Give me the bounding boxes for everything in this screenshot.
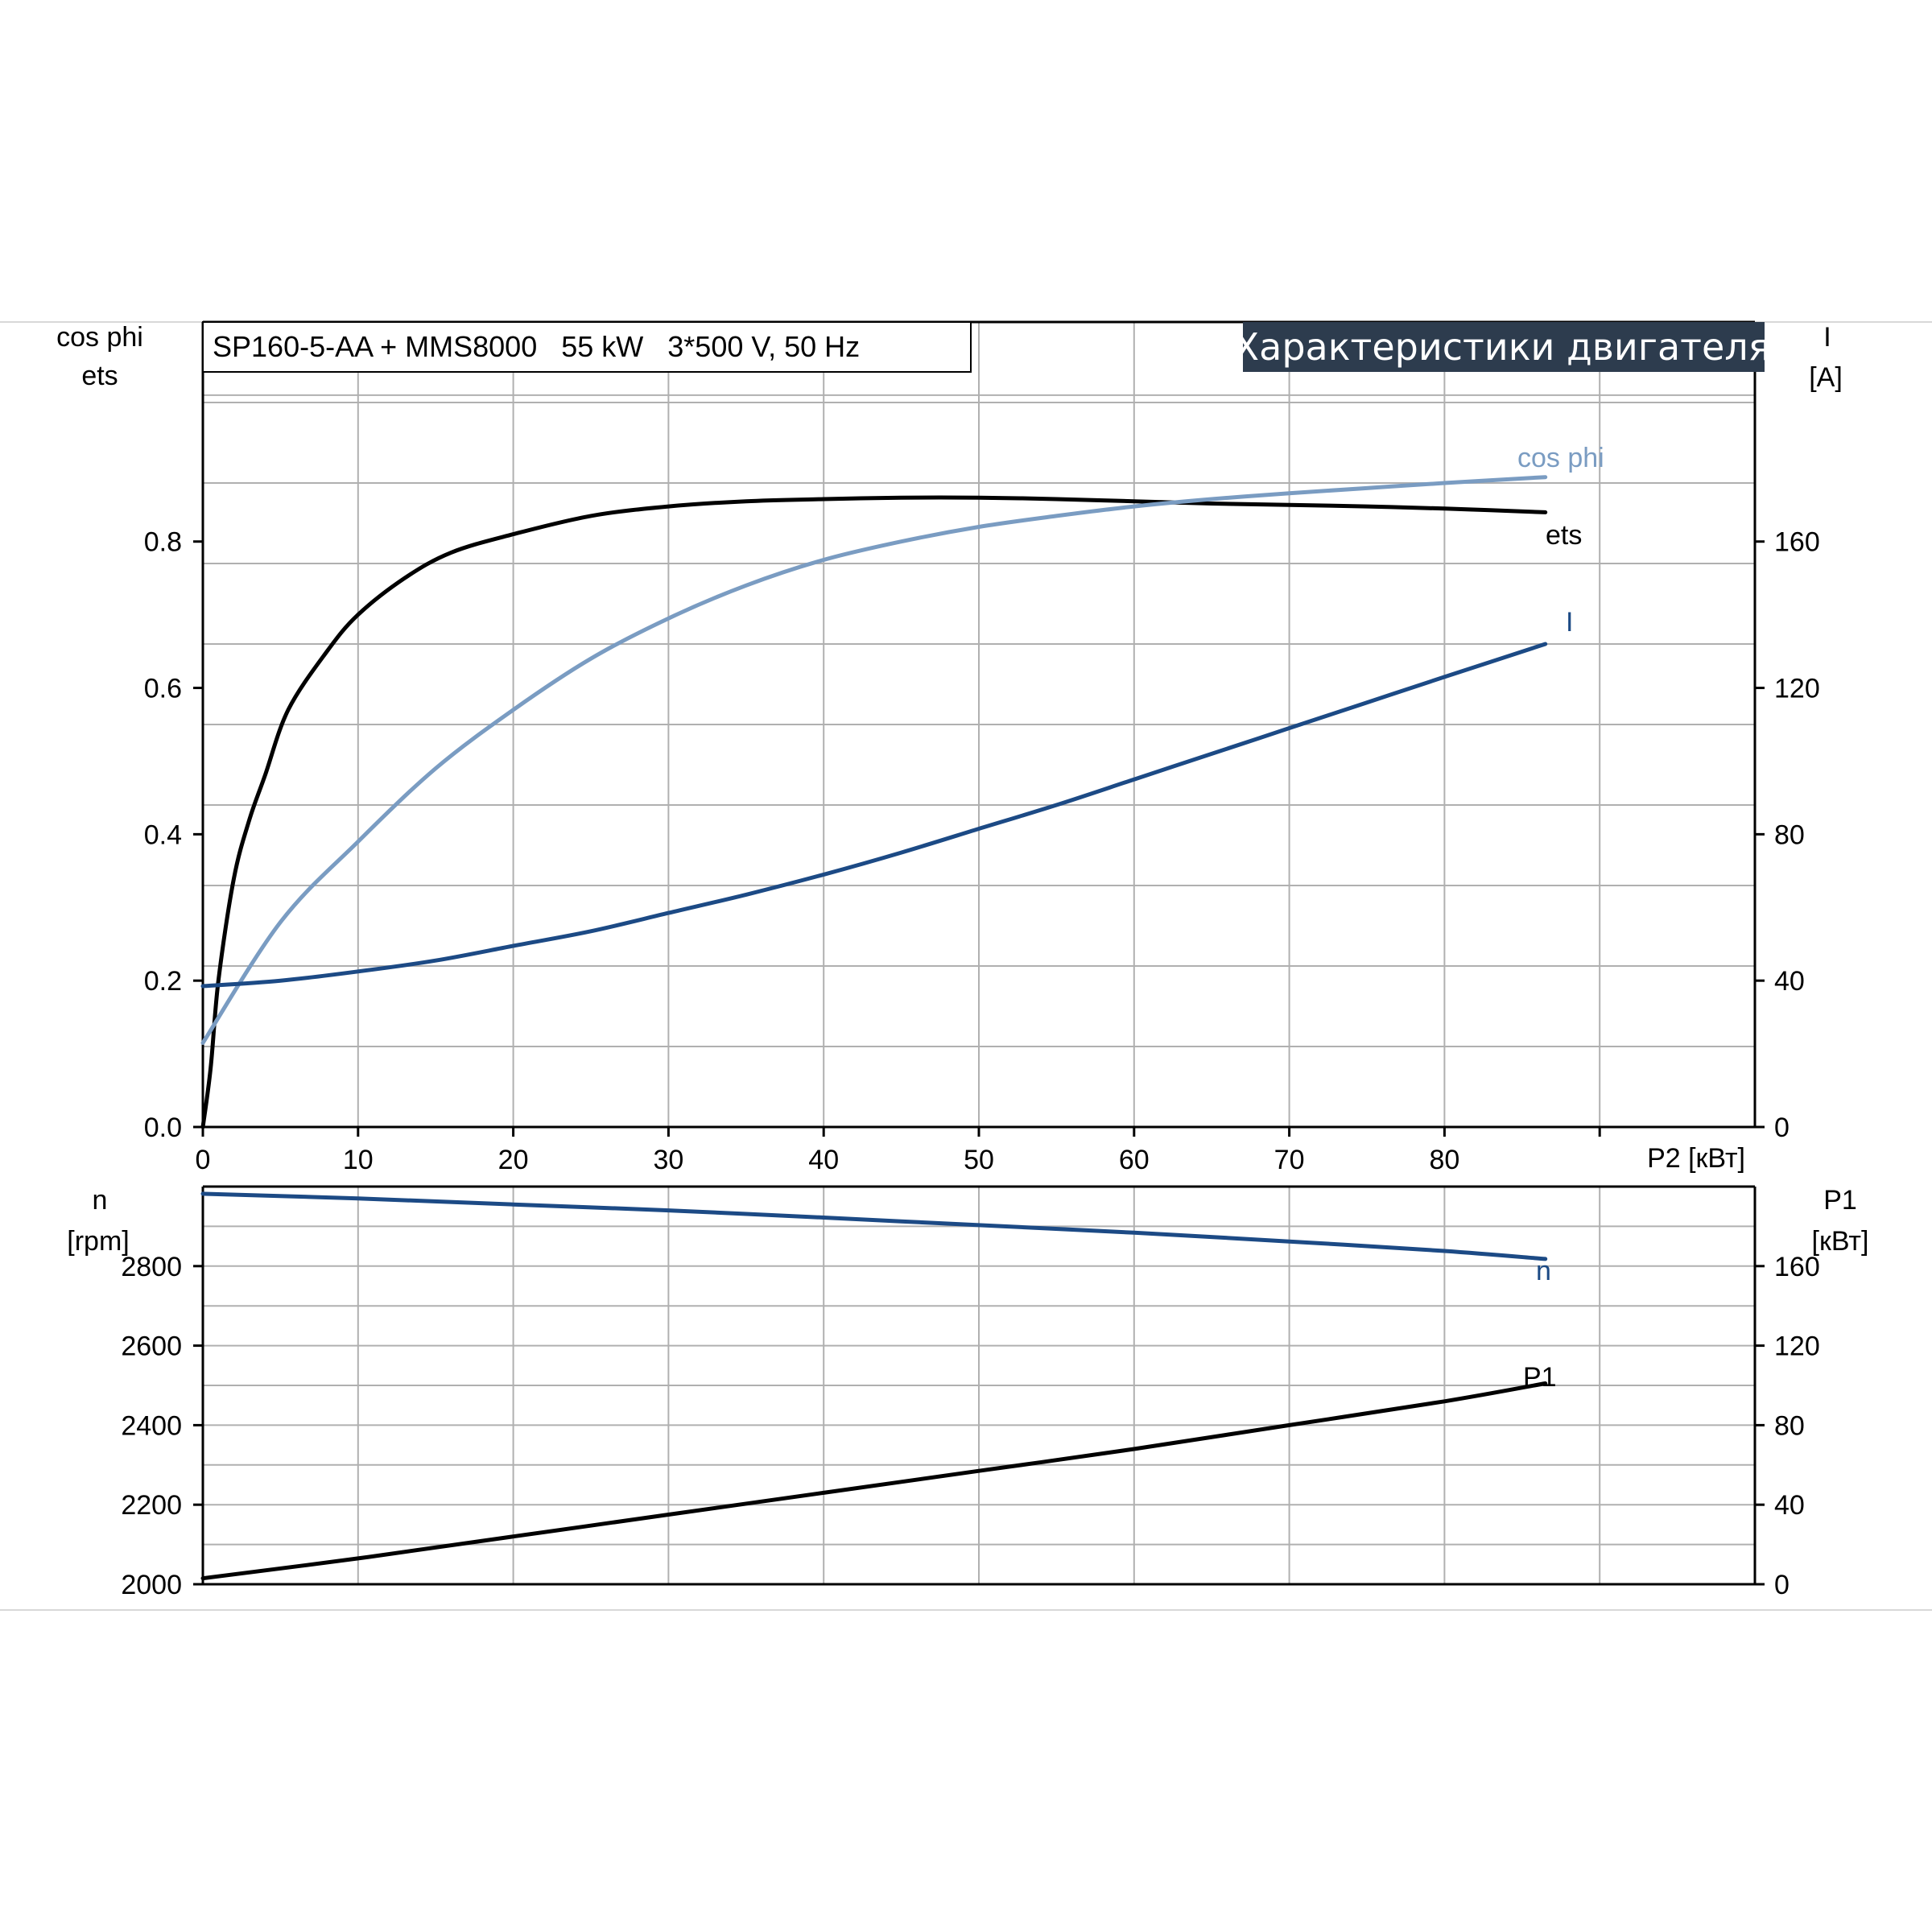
left-tick-label: 0.2	[144, 966, 182, 997]
curve-label-current: I	[1566, 607, 1573, 638]
model-label-box	[202, 321, 972, 373]
bottom-curves	[200, 1191, 1548, 1581]
x-axis-title: P2 [кВт]	[1647, 1143, 1745, 1174]
bottom-right-axis-title-1: P1	[1823, 1185, 1857, 1216]
series-line-i	[200, 642, 1548, 989]
series-line-cos-phi	[200, 475, 1548, 1045]
x-tick-label: 0	[196, 1145, 211, 1175]
bottom-left-axis-title-2: [rpm]	[67, 1226, 129, 1257]
x-tick-label: 70	[1274, 1145, 1305, 1175]
top-left-axis-title-1: cos phi	[56, 322, 143, 353]
right-tick-label: 120	[1774, 1331, 1820, 1362]
x-tick-label: 10	[343, 1145, 374, 1175]
series-line-n	[200, 1191, 1548, 1261]
x-tick-label: 40	[808, 1145, 839, 1175]
left-tick-label: 0.6	[144, 674, 182, 704]
banner-bg	[1243, 322, 1765, 372]
right-tick-label: 80	[1774, 1410, 1805, 1441]
curve-label-cos-phi: cos phi	[1517, 443, 1604, 473]
bottom-panel: 2000 2200 2400 2600 2800 0 40 80 120 160 n [rpm]…	[67, 1185, 1868, 1600]
left-tick-label: 0.4	[144, 819, 182, 850]
curve-label-speed: n	[1536, 1256, 1551, 1286]
bottom-right-ticks: 0 40 80 120 160	[1755, 1252, 1820, 1600]
right-tick-label: 160	[1774, 1252, 1820, 1282]
curve-label-p1: P1	[1523, 1362, 1557, 1393]
top-curves	[200, 475, 1548, 1129]
left-tick-label: 0.0	[144, 1113, 182, 1143]
top-left-ticks: 0.0 0.2 0.4 0.6 0.8	[144, 527, 203, 1143]
x-tick-label: 20	[498, 1145, 529, 1175]
x-tick-label: 60	[1119, 1145, 1150, 1175]
right-tick-label: 0	[1774, 1113, 1790, 1143]
x-tick-label: 80	[1429, 1145, 1459, 1175]
right-tick-label: 120	[1774, 674, 1820, 704]
model-label: SP160-5-AA + MMS8000 55 kW 3*500 V, 50 H…	[213, 330, 860, 363]
series-line-p1	[200, 1381, 1548, 1581]
left-tick-label: 2400	[121, 1410, 182, 1441]
bottom-left-ticks: 2000 2200 2400 2600 2800	[121, 1252, 203, 1600]
right-tick-label: 0	[1774, 1570, 1790, 1600]
top-right-axis-title-1: I	[1823, 322, 1831, 353]
right-tick-label: 160	[1774, 527, 1820, 558]
top-right-ticks: 0 40 80 120 160	[1755, 527, 1820, 1143]
top-panel: 0.0 0.2 0.4 0.6 0.8 0 40 80 120 160 0 10 20 30 40 50 6…	[56, 320, 1843, 1175]
left-tick-label: 2800	[121, 1252, 182, 1282]
bottom-right-axis-title-2: [кВт]	[1812, 1226, 1869, 1257]
left-tick-label: 2000	[121, 1570, 182, 1600]
top-grid	[201, 320, 1757, 1129]
top-x-ticks: 0 10 20 30 40 50 60 70 80	[196, 1127, 1601, 1175]
bottom-left-axis-title-1: n	[93, 1185, 108, 1216]
right-tick-label: 40	[1774, 1490, 1805, 1521]
right-tick-label: 80	[1774, 819, 1805, 850]
right-tick-label: 40	[1774, 966, 1805, 997]
top-right-axis-title-2: [A]	[1809, 362, 1843, 393]
curve-label-ets: ets	[1546, 520, 1582, 551]
left-tick-label: 2200	[121, 1490, 182, 1521]
top-left-axis-title-2: ets	[81, 361, 118, 391]
bottom-grid	[201, 1185, 1757, 1586]
x-tick-label: 50	[964, 1145, 994, 1175]
banner-title: Характеристики двигателя	[1234, 325, 1771, 369]
series-line-ets	[200, 495, 1548, 1129]
left-tick-label: 0.8	[144, 527, 182, 558]
x-tick-label: 30	[653, 1145, 683, 1175]
left-tick-label: 2600	[121, 1331, 182, 1362]
